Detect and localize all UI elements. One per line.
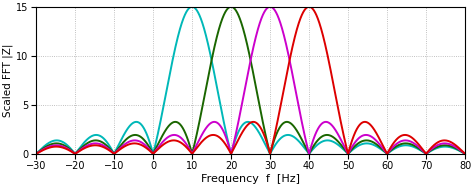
Y-axis label: Scaled FFT |Z|: Scaled FFT |Z| [3, 44, 13, 117]
X-axis label: Frequency  f  [Hz]: Frequency f [Hz] [201, 174, 300, 184]
